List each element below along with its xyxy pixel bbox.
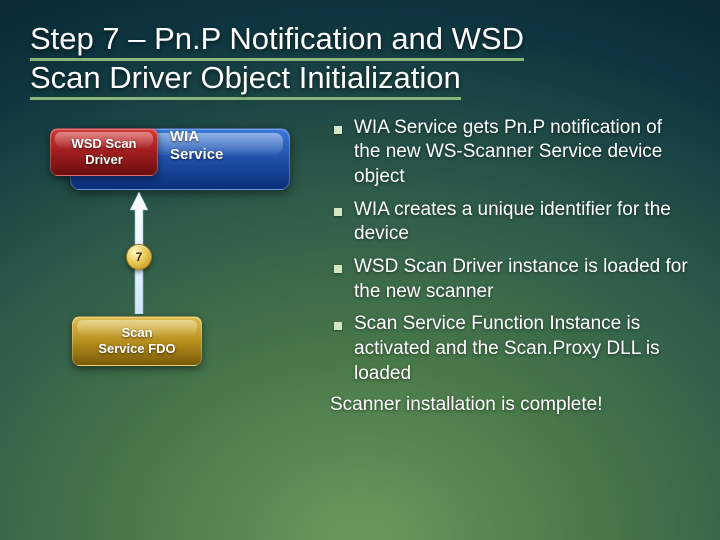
bullet-list-area: WIA Service gets Pn.P notification of th…	[330, 116, 690, 476]
bullet-item: WIA Service gets Pn.P notification of th…	[330, 116, 690, 190]
wsd-scan-driver-box: WSD Scan Driver	[50, 128, 158, 176]
slide: Step 7 – Pn.P Notification and WSD Scan …	[0, 0, 720, 540]
bullet-item: WSD Scan Driver instance is loaded for t…	[330, 255, 690, 304]
bullet-list: WIA Service gets Pn.P notification of th…	[330, 116, 690, 387]
title-line-1: Step 7 – Pn.P Notification and WSD	[30, 21, 524, 61]
wsd-scan-driver-label: WSD Scan Driver	[71, 136, 136, 167]
scan-service-fdo-label: Scan Service FDO	[98, 325, 175, 356]
title-line-2: Scan Driver Object Initialization	[30, 60, 461, 100]
content-row: WIA Service WSD Scan Driver	[30, 116, 690, 476]
scan-service-fdo-box: Scan Service FDO	[72, 316, 202, 366]
bullet-item: WIA creates a unique identifier for the …	[330, 198, 690, 247]
bullet-item: Scan Service Function Instance is activa…	[330, 312, 690, 386]
wia-service-label: WIA Service	[170, 128, 223, 164]
step-number-badge: 7	[126, 244, 152, 270]
slide-title: Step 7 – Pn.P Notification and WSD Scan …	[30, 20, 690, 98]
closing-text: Scanner installation is complete!	[330, 394, 690, 416]
diagram-area: WIA Service WSD Scan Driver	[30, 116, 330, 476]
